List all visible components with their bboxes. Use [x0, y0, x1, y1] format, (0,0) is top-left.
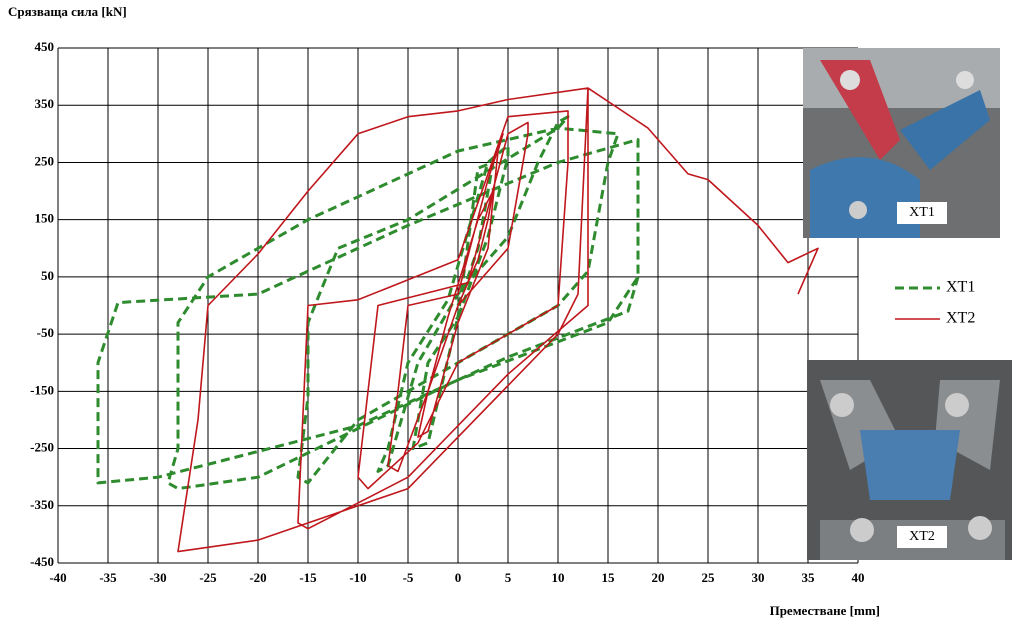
inset-label: XT2 [909, 529, 935, 544]
y-axis-label: Срязваща сила [kN] [8, 4, 127, 19]
x-tick-label: 25 [702, 570, 716, 585]
y-tick-label: 350 [35, 96, 55, 111]
x-tick-label: -40 [49, 570, 66, 585]
x-tick-label: -15 [299, 570, 317, 585]
x-tick-label: 20 [652, 570, 665, 585]
y-tick-label: -350 [30, 497, 54, 512]
y-tick-label: -250 [30, 440, 54, 455]
x-tick-label: 35 [802, 570, 816, 585]
x-tick-label: -25 [199, 570, 217, 585]
y-tick-label: 50 [41, 268, 54, 283]
data-line [96, 115, 640, 491]
x-tick-label: -35 [99, 570, 117, 585]
y-tick-label: -50 [37, 325, 54, 340]
y-tick-label: 250 [35, 153, 55, 168]
x-tick-label: 0 [455, 570, 462, 585]
y-tick-label: 450 [35, 39, 55, 54]
data-line [177, 87, 819, 553]
inset-label: XT1 [909, 205, 935, 220]
inset-photo-2: XT2 [807, 360, 1012, 560]
x-axis-label: Преместване [mm] [770, 603, 880, 618]
x-tick-label: -30 [149, 570, 166, 585]
y-tick-label: -450 [30, 554, 54, 569]
x-tick-label: 40 [852, 570, 865, 585]
x-tick-label: -20 [249, 570, 266, 585]
x-tick-label: 15 [602, 570, 616, 585]
legend-label: XT1 [946, 279, 975, 296]
x-tick-label: 30 [752, 570, 765, 585]
x-tick-label: -10 [349, 570, 366, 585]
y-tick-label: 150 [35, 211, 55, 226]
y-tick-label: -150 [30, 382, 54, 397]
x-tick-label: 10 [552, 570, 565, 585]
x-tick-label: -5 [403, 570, 414, 585]
x-tick-label: 5 [505, 570, 512, 585]
legend-label: XT2 [946, 310, 975, 327]
inset-photo-1: XT1 [803, 48, 1000, 238]
